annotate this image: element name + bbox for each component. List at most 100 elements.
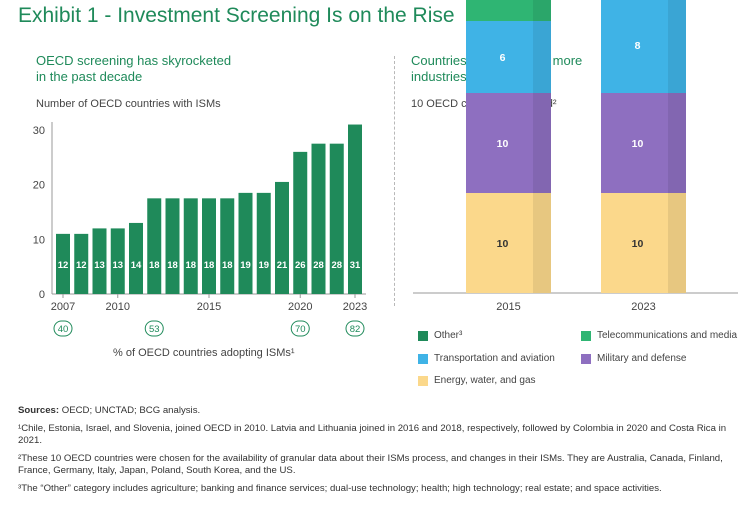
legend-label: Military and defense [597, 353, 687, 364]
exhibit-title: Exhibit 1 - Investment Screening Is on t… [18, 4, 455, 27]
pct-marker-label: 40 [58, 324, 69, 335]
legend-label: Telecommunications and media [597, 330, 738, 341]
segment-shade [668, 0, 686, 93]
footnote-1: ¹Chile, Estonia, Israel, and Slovenia, j… [18, 423, 727, 446]
segment-shade [533, 93, 551, 193]
bar [293, 151, 308, 294]
sources-text: OECD; UNCTAD; BCG analysis. [61, 405, 201, 416]
segment-value-label: 6 [500, 52, 506, 64]
segment-value-label: 10 [497, 238, 509, 250]
legend-swatch [581, 353, 591, 364]
legend-item-energy: Energy, water, and gas [418, 375, 536, 386]
left-panel-title-line: OECD screening has skyrocketed [36, 53, 232, 68]
left-panel-title-line: in the past decade [36, 69, 143, 84]
legend-swatch [418, 330, 428, 341]
segment-value-label: 10 [632, 138, 644, 150]
stacked-segment [601, 193, 686, 293]
pct-marker-label: 82 [350, 324, 361, 335]
bar-value-label: 12 [58, 260, 69, 271]
segment-value-label: 8 [635, 40, 641, 52]
bar-value-label: 18 [167, 260, 178, 271]
bar-value-label: 18 [222, 260, 233, 271]
bar [74, 233, 89, 294]
legend-swatch [418, 375, 428, 386]
panel-divider [394, 56, 395, 306]
y-tick-label: 0 [39, 289, 45, 301]
stacked-segment [601, 0, 686, 93]
legend-item-telecom: Telecommunications and media [581, 330, 737, 341]
bar-value-label: 21 [277, 260, 288, 271]
segment-value-label: 10 [497, 138, 509, 150]
bar-value-label: 28 [331, 260, 342, 271]
x-tick-label: 2007 [51, 301, 75, 313]
stacked-segment [466, 93, 551, 193]
segment-shade [533, 21, 551, 93]
stacked-segment [466, 193, 551, 293]
segment-shade [533, 193, 551, 293]
bar-value-label: 18 [149, 260, 160, 271]
bar [110, 228, 125, 294]
footnote-2: ²These 10 OECD countries were chosen for… [18, 453, 723, 476]
pct-marker-label: 70 [295, 324, 306, 335]
bar [183, 198, 198, 294]
bar-value-label: 19 [240, 260, 251, 271]
segment-value-label: 10 [632, 238, 644, 250]
sources-line: Sources: OECD; UNCTAD; BCG analysis. [18, 405, 743, 417]
left-panel-subtitle: Number of OECD countries with ISMs [36, 98, 221, 110]
segment-shade [668, 193, 686, 293]
bar [220, 198, 235, 294]
segment-shade [533, 0, 551, 21]
bar [329, 143, 344, 294]
bar-value-label: 14 [131, 260, 142, 271]
y-tick-label: 20 [33, 180, 45, 192]
legend-swatch [418, 353, 428, 364]
x-tick-label: 2023 [631, 301, 655, 313]
segment-shade [668, 93, 686, 193]
footnote-3: ³The “Other” category includes agricultu… [18, 483, 662, 494]
stacked-segment [601, 93, 686, 193]
bar-value-label: 28 [313, 260, 324, 271]
y-tick-label: 30 [33, 125, 45, 137]
x-tick-label: 2010 [106, 301, 130, 313]
bar [129, 222, 143, 294]
bar [202, 198, 216, 294]
bar [92, 228, 107, 294]
notes: Sources: OECD; UNCTAD; BCG analysis. ¹Ch… [18, 405, 743, 501]
pct-marker-badge [290, 320, 310, 337]
bar-value-label: 13 [94, 260, 105, 271]
bar [348, 124, 362, 295]
bar [256, 192, 271, 294]
legend-label: Other³ [434, 330, 463, 341]
bar-value-label: 18 [204, 260, 215, 271]
bar-value-label: 18 [185, 260, 196, 271]
bar-value-label: 19 [258, 260, 269, 271]
bar [311, 143, 326, 294]
bar [165, 198, 180, 294]
legend-item-transportation: Transportation and aviation [418, 353, 555, 364]
legend-swatch [581, 330, 591, 341]
bar-value-label: 13 [112, 260, 123, 271]
bar [147, 198, 162, 294]
stacked-segment [466, 0, 551, 21]
left-panel-title: OECD screening has skyrocketed in the pa… [36, 53, 276, 85]
bar-value-label: 12 [76, 260, 87, 271]
legend-item-military: Military and defense [581, 353, 687, 364]
pct-marker-badge [345, 320, 365, 337]
bar [238, 192, 253, 294]
legend-label: Energy, water, and gas [434, 375, 536, 386]
bar-value-label: 31 [350, 260, 361, 271]
pct-marker-badge [144, 320, 164, 337]
bar [56, 233, 70, 294]
legend-item-other: Other³ [418, 330, 462, 341]
stacked-segment [466, 21, 551, 93]
legend-label: Transportation and aviation [434, 353, 555, 364]
y-tick-label: 10 [33, 234, 45, 246]
x-tick-label: 2020 [288, 301, 312, 313]
x-tick-label: 2015 [197, 301, 221, 313]
pct-marker-badge [53, 320, 73, 337]
pct-marker-label: 53 [149, 324, 160, 335]
x-tick-label: 2015 [496, 301, 520, 313]
sources-label: Sources: [18, 405, 60, 416]
bar-value-label: 26 [295, 260, 306, 271]
